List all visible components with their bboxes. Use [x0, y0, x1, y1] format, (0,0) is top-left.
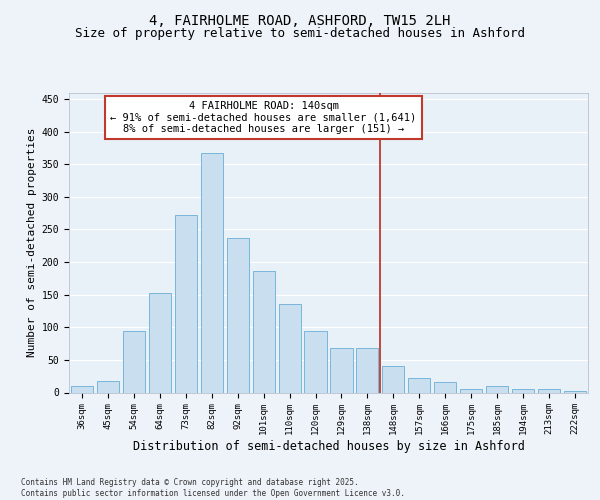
- Y-axis label: Number of semi-detached properties: Number of semi-detached properties: [28, 128, 37, 357]
- Bar: [486, 386, 508, 392]
- Bar: [408, 378, 430, 392]
- Bar: [253, 271, 275, 392]
- Bar: [382, 366, 404, 392]
- Bar: [331, 348, 353, 393]
- Text: Contains HM Land Registry data © Crown copyright and database right 2025.
Contai: Contains HM Land Registry data © Crown c…: [21, 478, 405, 498]
- Text: 4 FAIRHOLME ROAD: 140sqm
← 91% of semi-detached houses are smaller (1,641)
8% of: 4 FAIRHOLME ROAD: 140sqm ← 91% of semi-d…: [110, 101, 417, 134]
- X-axis label: Distribution of semi-detached houses by size in Ashford: Distribution of semi-detached houses by …: [133, 440, 524, 453]
- Text: Size of property relative to semi-detached houses in Ashford: Size of property relative to semi-detach…: [75, 28, 525, 40]
- Bar: [512, 389, 534, 392]
- Bar: [278, 304, 301, 392]
- Bar: [71, 386, 93, 392]
- Bar: [564, 390, 586, 392]
- Bar: [97, 381, 119, 392]
- Bar: [434, 382, 457, 392]
- Bar: [149, 294, 171, 392]
- Bar: [123, 330, 145, 392]
- Bar: [460, 388, 482, 392]
- Bar: [538, 389, 560, 392]
- Text: 4, FAIRHOLME ROAD, ASHFORD, TW15 2LH: 4, FAIRHOLME ROAD, ASHFORD, TW15 2LH: [149, 14, 451, 28]
- Bar: [356, 348, 379, 393]
- Bar: [175, 215, 197, 392]
- Bar: [227, 238, 249, 392]
- Bar: [304, 330, 326, 392]
- Bar: [200, 152, 223, 392]
